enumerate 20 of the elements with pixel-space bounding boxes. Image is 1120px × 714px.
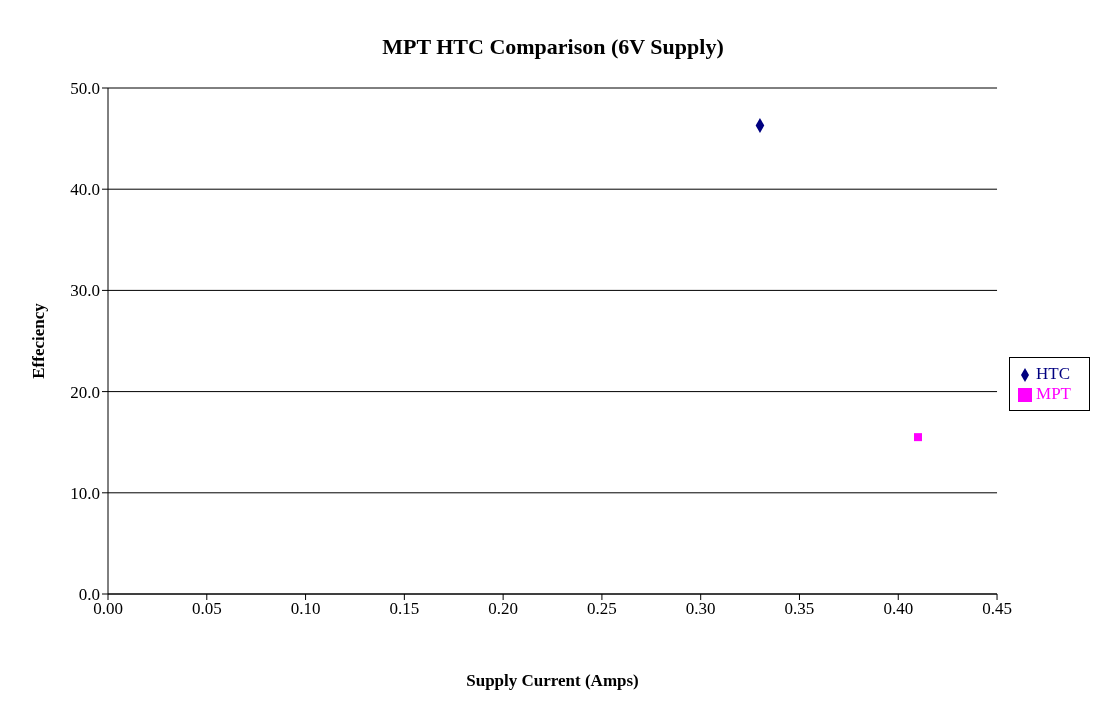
- chart-title: MPT HTC Comparison (6V Supply): [381, 33, 725, 61]
- x-axis-title: Supply Current (Amps): [466, 671, 639, 691]
- x-tick-label: 0.10: [290, 599, 321, 619]
- x-tick-label: 0.25: [587, 599, 617, 619]
- y-tick-label: 50.0: [70, 79, 100, 99]
- x-tick-label: 0.35: [784, 599, 815, 619]
- x-tick-label: 0.00: [93, 599, 123, 619]
- y-axis-title: Effeciency: [29, 302, 49, 379]
- legend-label: HTC: [1036, 364, 1071, 383]
- y-tick-label: 20.0: [70, 382, 100, 402]
- x-tick-label: 0.05: [191, 599, 222, 619]
- y-tick-label: 10.0: [70, 483, 100, 503]
- x-tick-label: 0.40: [883, 599, 914, 619]
- y-tick-label: 40.0: [70, 180, 100, 200]
- x-tick-label: 0.20: [488, 599, 518, 619]
- x-tick-label: 0.15: [389, 599, 420, 619]
- x-tick-label: 0.45: [982, 599, 1012, 619]
- x-tick-label: 0.30: [685, 599, 716, 619]
- legend-label: MPT: [1036, 384, 1071, 403]
- y-tick-label: 30.0: [70, 281, 100, 301]
